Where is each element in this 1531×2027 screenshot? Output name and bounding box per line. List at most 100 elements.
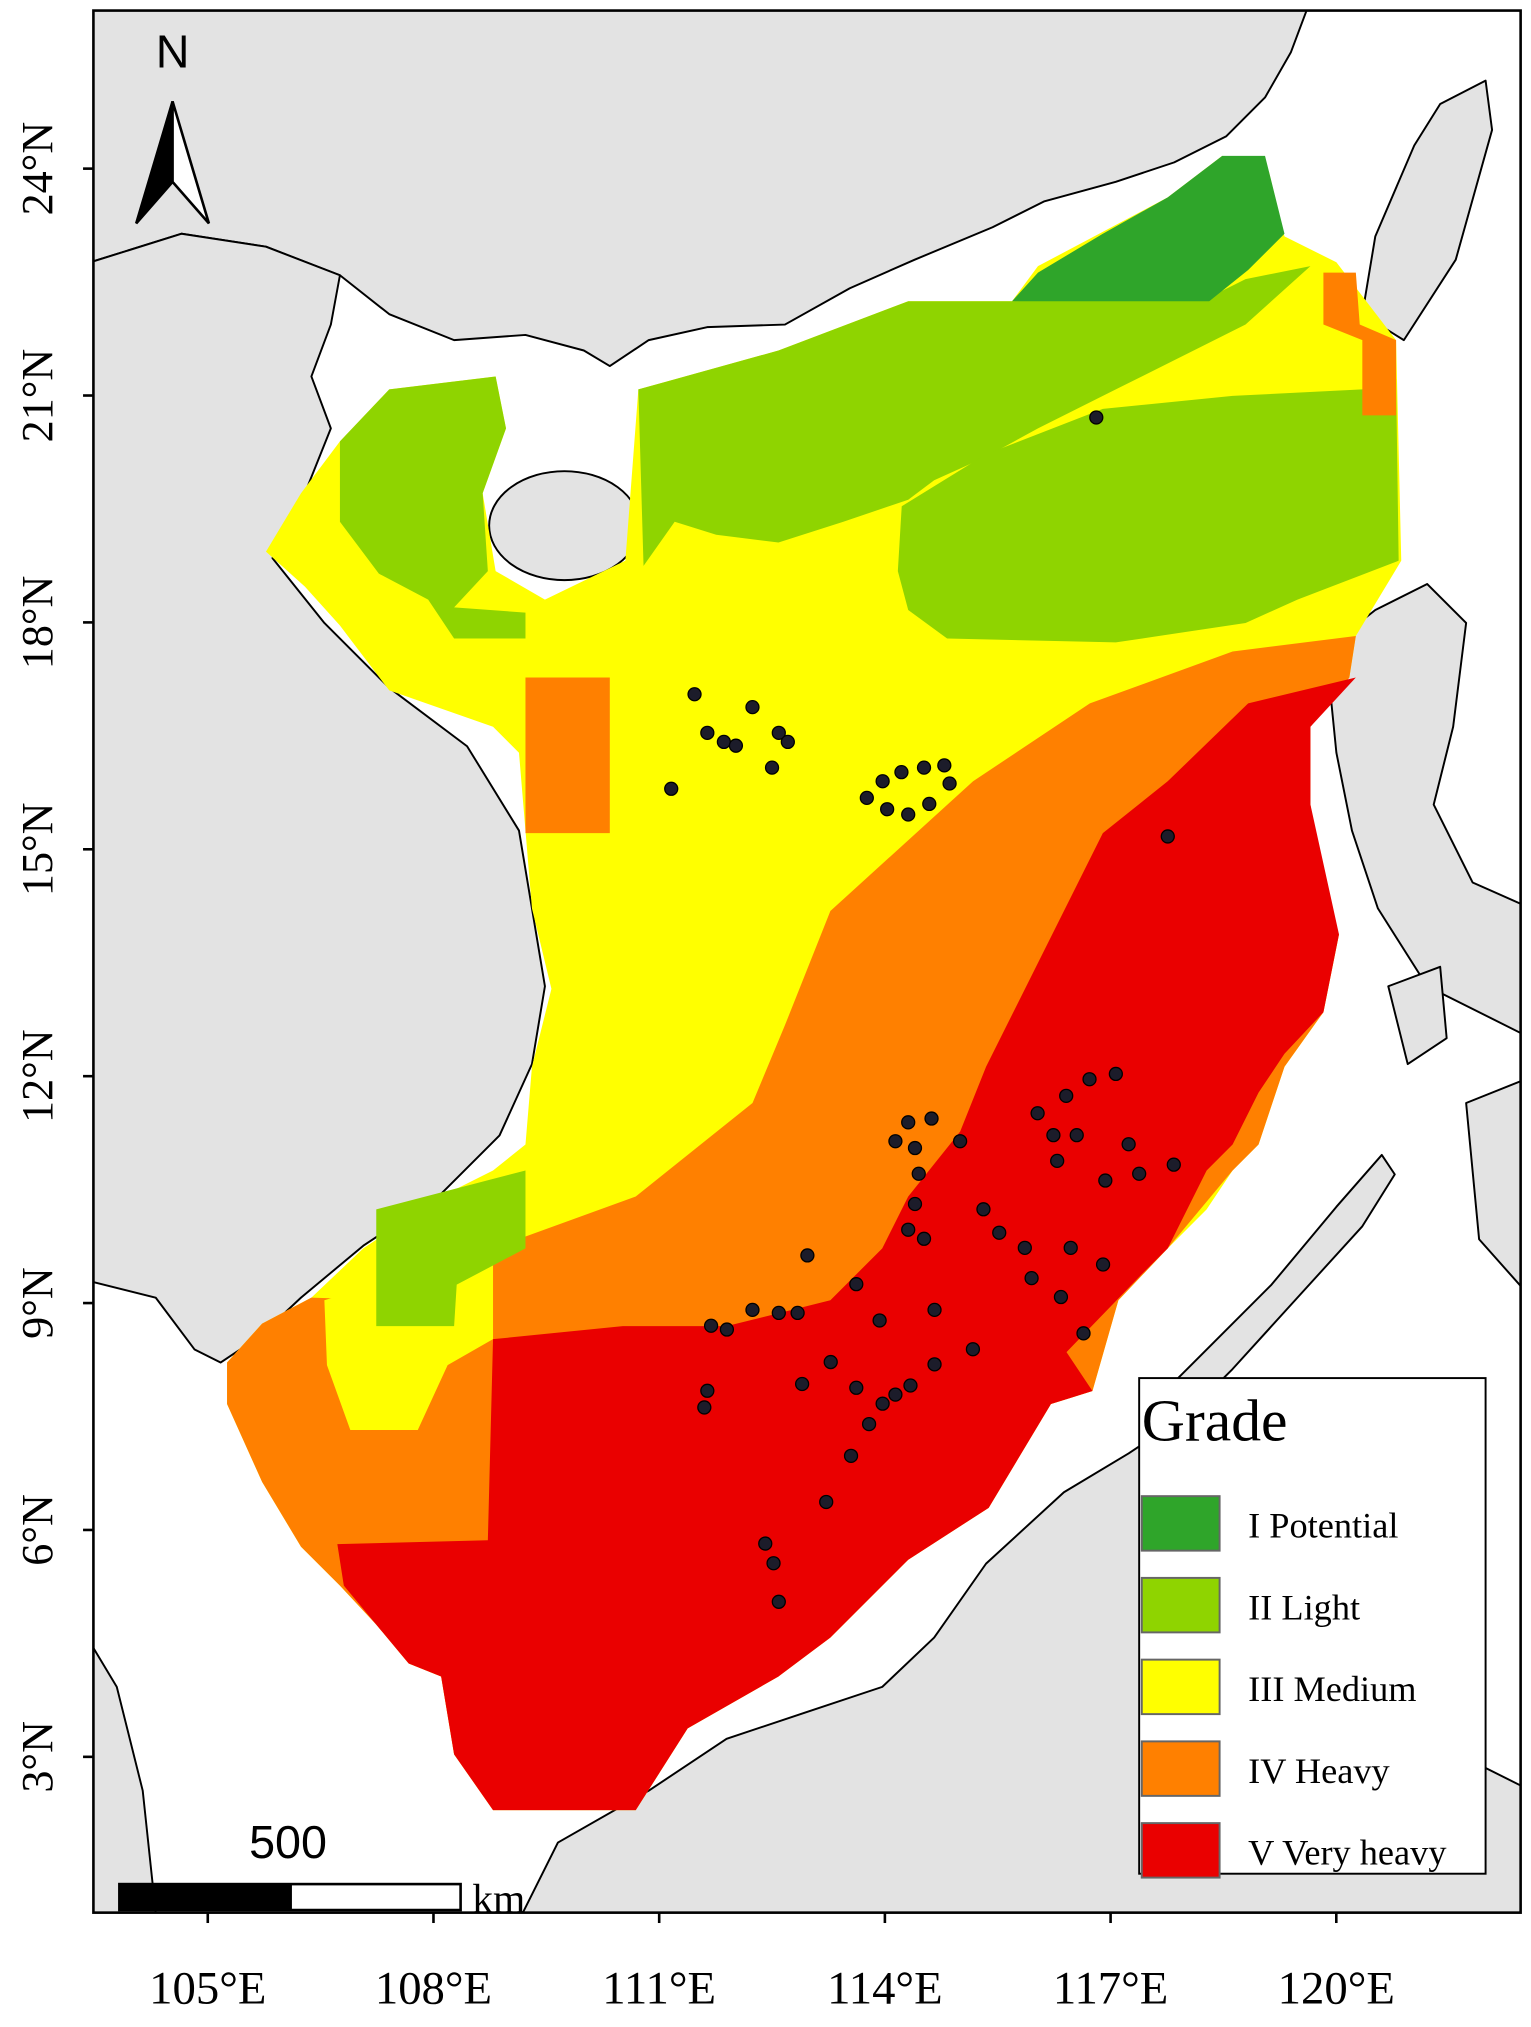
map-frame bbox=[92, 9, 1522, 1914]
zone bbox=[376, 1170, 526, 1327]
grade-zones bbox=[227, 155, 1402, 1811]
site-point bbox=[745, 699, 760, 715]
site-point bbox=[924, 1111, 939, 1126]
site-point bbox=[1069, 1128, 1084, 1143]
site-point bbox=[872, 1313, 887, 1328]
site-point bbox=[911, 1166, 926, 1181]
site-point bbox=[861, 1416, 877, 1432]
site-point bbox=[952, 1134, 968, 1149]
x-tick-label: 114°E bbox=[827, 1962, 943, 2014]
zone bbox=[897, 379, 1399, 643]
site-point bbox=[1082, 1072, 1097, 1087]
legend-swatch bbox=[1140, 1658, 1221, 1716]
legend-label: III Medium bbox=[1248, 1669, 1416, 1709]
site-point bbox=[1030, 1106, 1045, 1121]
site-point bbox=[849, 1380, 864, 1395]
site-point bbox=[1046, 1128, 1061, 1143]
legend-label: IV Heavy bbox=[1248, 1751, 1390, 1791]
site-point bbox=[687, 687, 702, 702]
site-point bbox=[916, 1231, 932, 1246]
legend-label: V Very heavy bbox=[1248, 1833, 1447, 1873]
site-point bbox=[916, 760, 932, 775]
site-point bbox=[880, 802, 895, 817]
indochina bbox=[93, 232, 546, 1364]
legend: Grade I Potential II Light III Medium IV He… bbox=[1138, 1377, 1487, 1879]
site-point bbox=[992, 1225, 1007, 1240]
legend-swatch bbox=[1140, 1576, 1221, 1634]
site-point bbox=[942, 776, 957, 791]
legend-swatch bbox=[1140, 1822, 1221, 1879]
x-tick-label: 111°E bbox=[602, 1962, 716, 2014]
x-tick-label: 108°E bbox=[375, 1962, 492, 2014]
zone bbox=[638, 266, 1311, 566]
site-point bbox=[1160, 829, 1175, 844]
site-point bbox=[1050, 1153, 1065, 1169]
legend-label: I Potential bbox=[1248, 1506, 1398, 1546]
y-tick-label: 9°N bbox=[13, 1267, 62, 1339]
y-tick-label: 21°N bbox=[13, 349, 62, 443]
site-point bbox=[819, 1494, 834, 1510]
visayas bbox=[1465, 1080, 1521, 1288]
site-point bbox=[937, 758, 952, 773]
site-point bbox=[1059, 1088, 1074, 1103]
site-point bbox=[766, 1556, 781, 1571]
x-tick-label: 105°E bbox=[149, 1962, 266, 2014]
site-point bbox=[700, 1383, 715, 1398]
north-arrow: N bbox=[134, 26, 211, 225]
site-point bbox=[976, 1202, 991, 1217]
site-point bbox=[697, 1400, 712, 1415]
site-point bbox=[843, 1448, 859, 1463]
scale-bar-half bbox=[119, 1884, 292, 1911]
north-label: N bbox=[156, 26, 190, 78]
zone bbox=[1323, 272, 1397, 416]
site-point bbox=[745, 1302, 760, 1318]
site-point bbox=[1076, 1326, 1091, 1341]
scale-value: 500 bbox=[249, 1816, 327, 1868]
site-point bbox=[901, 1115, 916, 1130]
site-point bbox=[700, 725, 715, 740]
mindoro bbox=[1387, 965, 1448, 1066]
site-point bbox=[849, 1277, 864, 1292]
site-point bbox=[1053, 1289, 1069, 1305]
site-point bbox=[780, 734, 795, 750]
site-point bbox=[790, 1305, 805, 1321]
site-point bbox=[875, 774, 890, 789]
site-point bbox=[965, 1342, 981, 1357]
site-point bbox=[901, 807, 916, 822]
site-point bbox=[859, 790, 874, 806]
site-point bbox=[1024, 1270, 1039, 1286]
points bbox=[664, 410, 1181, 1609]
legend-swatch bbox=[1140, 1495, 1221, 1552]
y-tick-label: 18°N bbox=[13, 576, 62, 670]
site-point bbox=[901, 1222, 916, 1237]
zone bbox=[1012, 155, 1285, 302]
site-point bbox=[888, 1134, 903, 1149]
malay-peninsula bbox=[93, 1646, 157, 1913]
site-point bbox=[927, 1357, 942, 1372]
hainan bbox=[488, 470, 641, 582]
x-tick-label: 120°E bbox=[1278, 1962, 1395, 2014]
site-point bbox=[903, 1378, 918, 1393]
y-tick-label: 3°N bbox=[13, 1721, 62, 1793]
taiwan bbox=[1361, 79, 1494, 342]
y-tick-label: 6°N bbox=[13, 1494, 62, 1566]
legend-swatch bbox=[1140, 1740, 1221, 1797]
site-point bbox=[794, 1376, 810, 1392]
legend-title: Grade bbox=[1142, 1387, 1288, 1453]
site-point bbox=[664, 781, 679, 796]
site-point bbox=[1166, 1157, 1181, 1172]
site-point bbox=[1132, 1166, 1147, 1181]
scale-unit: km bbox=[472, 1876, 525, 1922]
site-point bbox=[907, 1196, 923, 1212]
site-point bbox=[800, 1248, 815, 1263]
y-tick-label: 24°N bbox=[13, 122, 62, 216]
site-point bbox=[927, 1302, 942, 1318]
site-point bbox=[728, 738, 744, 753]
site-point bbox=[823, 1354, 838, 1370]
zone bbox=[337, 677, 1356, 1811]
axes: 105°E 108°E 111°E 114°E 117°E 120°E 3°N 6°N 9°N 1… bbox=[13, 122, 1395, 2015]
site-point bbox=[922, 796, 937, 812]
site-point bbox=[894, 765, 909, 780]
